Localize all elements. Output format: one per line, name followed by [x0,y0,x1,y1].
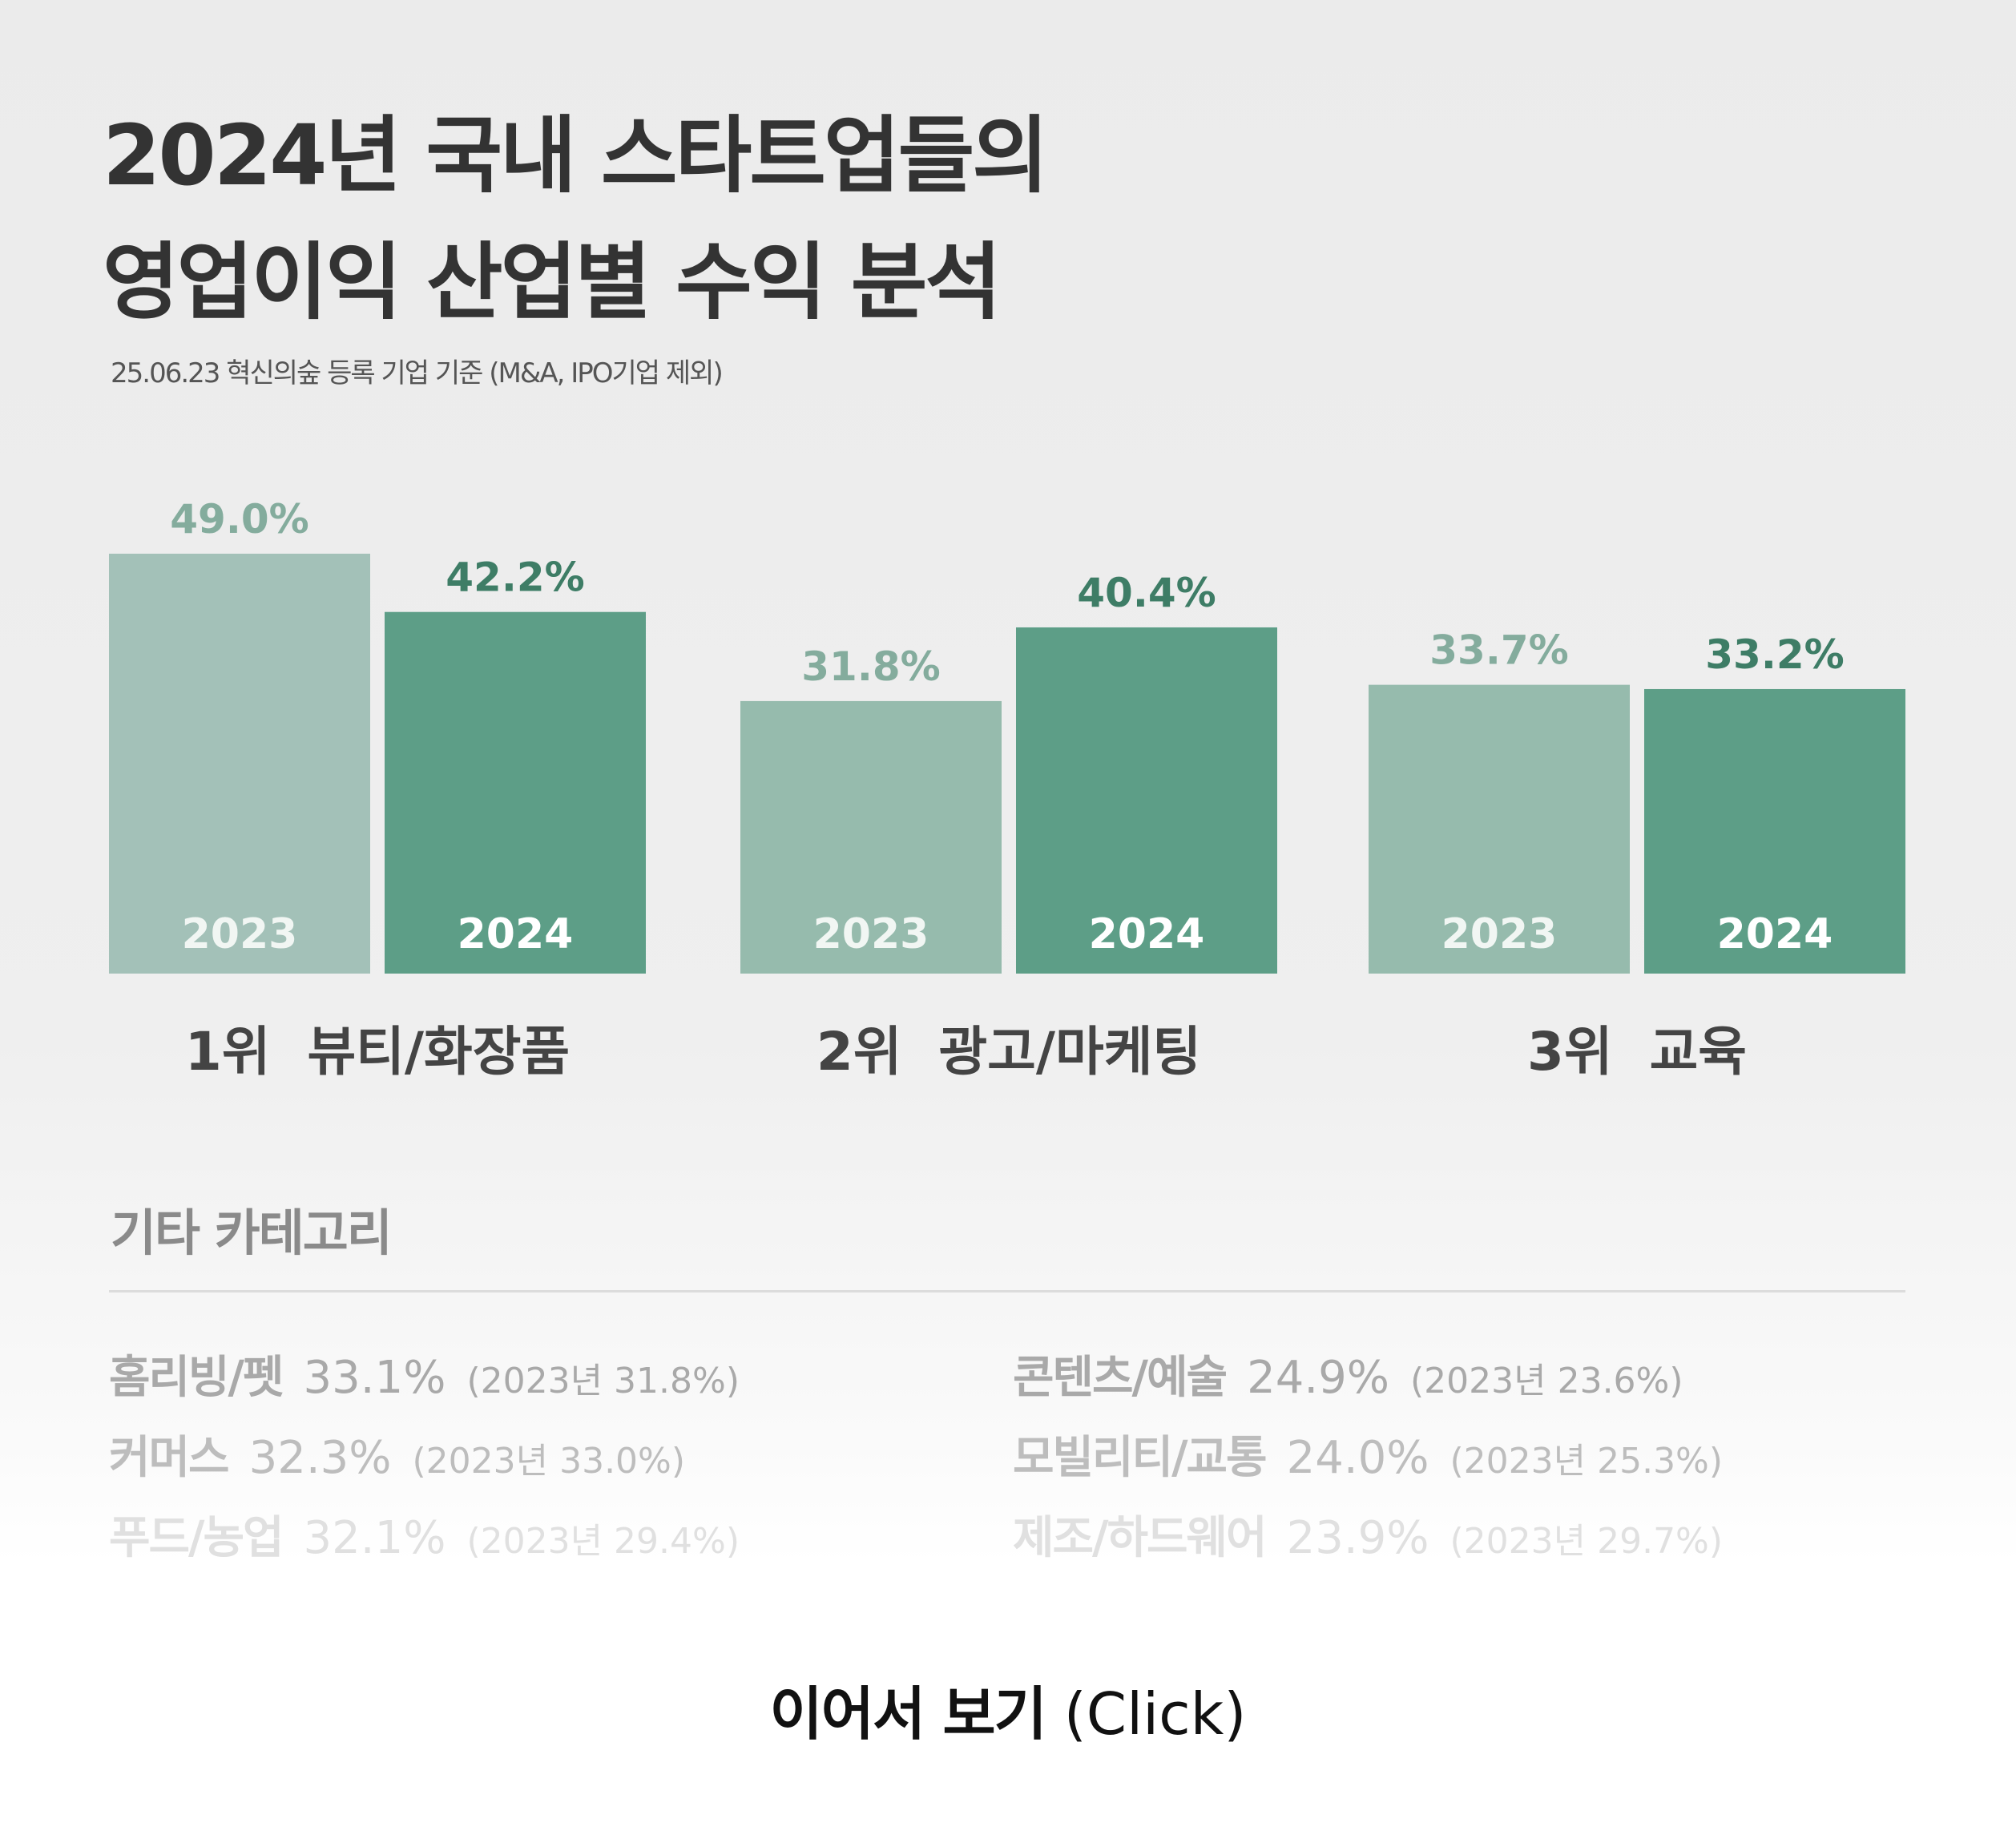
other-category-value: 24.0% [1286,1432,1429,1484]
value-label-2024-1: 42.2% [446,555,584,601]
other-category-value: 32.1% [303,1512,446,1564]
category-label-2: 2위 광고/마케팅 [816,1021,1201,1083]
bar-year-label-2023-2: 2023 [813,910,929,958]
category-label-3: 3위 교육 [1527,1021,1747,1083]
other-category-prev-value: (2023년 33.0%) [412,1441,686,1482]
other-category-item: 제조/하드웨어 23.9% (2023년 29.7%) [1013,1502,1723,1567]
page-title-line-1: 2024년 국내 스타트업들의 [103,107,1049,204]
other-category-item: 모빌리티/교통 24.0% (2023년 25.3%) [1013,1422,1723,1486]
other-category-item: 커머스 32.3% (2023년 33.0%) [109,1422,685,1486]
other-category-item: 콘텐츠/예술 24.9% (2023년 23.6%) [1013,1341,1683,1406]
value-label-2024-3: 33.2% [1705,631,1844,678]
value-label-2023-3: 33.7% [1429,627,1568,674]
bar-year-label-2023-1: 2023 [182,910,298,958]
other-category-value: 24.9% [1247,1352,1389,1404]
bar-2023-2 [740,700,1002,974]
bar-year-label-2024-3: 2024 [1717,910,1833,958]
other-category-prev-value: (2023년 25.3%) [1450,1441,1724,1482]
bar-2024-2 [1016,627,1277,974]
bar-2023-1 [109,554,370,974]
continue-reading-label: 이어서 보기 [769,1680,1047,1748]
bar-2023-3 [1369,684,1630,974]
other-category-name: 모빌리티/교통 [1013,1432,1268,1484]
other-category-item: 푸드/농업 32.1% (2023년 29.4%) [109,1502,740,1567]
continue-reading-suffix: (Click) [1063,1680,1247,1748]
page-title-line-2: 영업이익 산업별 수익 분석 [103,233,1002,331]
bar-chart: 49.0% 2023 42.2% 2024 1위 뷰티/화장품 31.8% 2023 40.4… [109,496,1905,1083]
other-categories-title: 기타 카테고리 [111,1204,393,1262]
other-category-prev-value: (2023년 23.6%) [1409,1361,1683,1401]
other-category-value: 33.1% [303,1352,446,1404]
other-category-item: 홈리빙/펫 33.1% (2023년 31.8%) [109,1341,740,1406]
other-category-value: 23.9% [1286,1512,1429,1564]
bar-year-label-2024-1: 2024 [458,910,574,958]
bar-2024-1 [385,611,646,974]
other-category-value: 32.3% [248,1432,392,1484]
continue-reading-button[interactable]: 이어서 보기 (Click) [0,1667,2016,1751]
other-category-name: 제조/하드웨어 [1013,1512,1268,1564]
value-label-2023-2: 31.8% [801,643,940,690]
value-label-2023-1: 49.0% [170,496,308,542]
value-label-2024-2: 40.4% [1077,570,1216,616]
other-category-prev-value: (2023년 29.4%) [466,1521,740,1562]
bar-year-label-2024-2: 2024 [1089,910,1205,958]
other-category-name: 푸드/농업 [109,1512,284,1564]
other-categories-divider [109,1290,1905,1292]
page-subtitle: 25.06.23 혁신의숲 등록 기업 기준 (M&A, IPO기업 제외) [111,357,724,389]
other-category-name: 콘텐츠/예술 [1013,1352,1228,1404]
page-title: 2024년 국내 스타트업들의 영업이익 산업별 수익 분석 [103,92,1049,345]
other-category-name: 홈리빙/펫 [109,1352,284,1404]
other-category-prev-value: (2023년 31.8%) [466,1361,740,1401]
bar-2024-3 [1644,688,1905,974]
category-label-1: 1위 뷰티/화장품 [185,1021,570,1083]
other-category-prev-value: (2023년 29.7%) [1450,1521,1724,1562]
bar-year-label-2023-3: 2023 [1441,910,1558,958]
other-category-name: 커머스 [109,1432,230,1484]
